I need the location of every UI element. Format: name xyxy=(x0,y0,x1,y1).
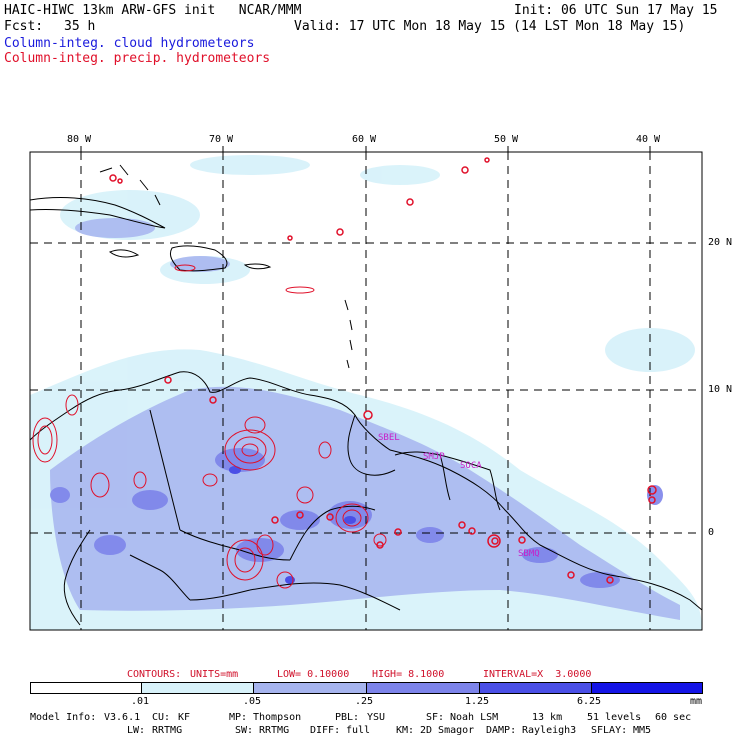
colorbar-label-2: .25 xyxy=(355,696,374,707)
sflay-label: SFLAY: xyxy=(591,725,628,736)
precip-hydrometeors-legend: Column-integ. precip. hydrometeors xyxy=(4,51,271,66)
lat-lon-grid xyxy=(30,152,702,630)
cloud-shading-dark xyxy=(50,448,663,588)
contour-low: LOW= 0.10000 xyxy=(277,669,350,680)
lon-label-70w: 70 W xyxy=(209,134,234,145)
lon-label-80w: 80 W xyxy=(67,134,92,145)
contour-units: UNITS=mm xyxy=(190,669,239,680)
lw-label: LW: xyxy=(127,725,146,736)
mp-label: MP: xyxy=(229,712,248,723)
km-label: KM: xyxy=(396,725,415,736)
lat-label-20n: 20 N xyxy=(708,237,733,248)
model-info-label: Model Info: xyxy=(30,712,97,723)
init-time: Init: 06 UTC Sun 17 May 15 xyxy=(514,3,718,18)
damp-label: DAMP: xyxy=(486,725,517,736)
station-annotations: SBEL SMJP SOCA SBMQ xyxy=(378,433,540,559)
km-value: 2D Smagor xyxy=(420,725,475,736)
cu-value: KF xyxy=(178,712,191,723)
diff-value: full xyxy=(346,725,371,736)
cu-label: CU: xyxy=(152,712,171,723)
precip-cells xyxy=(109,157,657,584)
lon-label-40w: 40 W xyxy=(636,134,661,145)
valid-time: Valid: 17 UTC Mon 18 May 15 (14 LST Mon … xyxy=(294,19,686,34)
lon-ticks xyxy=(80,146,651,152)
cloud-shading-darkest xyxy=(229,466,356,584)
colorbar-segment-5 xyxy=(591,682,703,694)
sf-label: SF: xyxy=(426,712,445,723)
cloud-shading-medium xyxy=(50,218,680,620)
lon-label-50w: 50 W xyxy=(494,134,519,145)
diff-label: DIFF: xyxy=(310,725,341,736)
contour-interval: INTERVAL=X 3.0000 xyxy=(483,669,592,680)
grid-spacing: 13 km xyxy=(532,712,563,723)
vertical-levels: 51 levels xyxy=(587,712,642,723)
annotation-sbel: SBEL xyxy=(378,433,400,443)
timestep: 60 sec xyxy=(655,712,692,723)
colorbar-segment-4 xyxy=(479,682,592,694)
colorbar-label-4: 6.25 xyxy=(577,696,602,707)
colorbar-segment-1 xyxy=(141,682,254,694)
precip-contours xyxy=(32,264,387,589)
contour-high: HIGH= 8.1000 xyxy=(372,669,445,680)
contour-label: CONTOURS: xyxy=(127,669,182,680)
colorbar-units: mm xyxy=(690,696,703,707)
colorbar-segment-3 xyxy=(366,682,480,694)
lat-label-0: 0 xyxy=(708,527,715,538)
colorbar-label-0: .01 xyxy=(131,696,150,707)
sflay-value: MM5 xyxy=(633,725,652,736)
lw-value: RRTMG xyxy=(152,725,183,736)
mp-value: Thompson xyxy=(253,712,302,723)
sw-label: SW: xyxy=(235,725,254,736)
colorbar-label-3: 1.25 xyxy=(465,696,490,707)
forecast-label: Fcst: xyxy=(4,19,44,34)
annotation-sbmq: SBMQ xyxy=(518,549,540,559)
annotation-soca: SOCA xyxy=(460,461,482,471)
cloud-hydrometeors-legend: Column-integ. cloud hydrometeors xyxy=(4,36,255,51)
sf-value: Noah LSM xyxy=(450,712,499,723)
lon-label-60w: 60 W xyxy=(352,134,377,145)
model-info-version: V3.6.1 xyxy=(104,712,141,723)
pbl-value: YSU xyxy=(367,712,386,723)
colorbar-label-1: .05 xyxy=(243,696,262,707)
sw-value: RRTMG xyxy=(259,725,290,736)
coastlines xyxy=(30,164,702,626)
annotation-smjp: SMJP xyxy=(423,452,445,462)
forecast-hours: 35 h xyxy=(64,19,96,34)
colorbar-segment-0 xyxy=(30,682,142,694)
model-title: HAIC-HIWC 13km ARW-GFS init NCAR/MMM xyxy=(4,3,302,18)
lat-label-10n: 10 N xyxy=(708,384,733,395)
damp-value: Rayleigh3 xyxy=(522,725,577,736)
colorbar-segment-2 xyxy=(253,682,367,694)
pbl-label: PBL: xyxy=(335,712,360,723)
